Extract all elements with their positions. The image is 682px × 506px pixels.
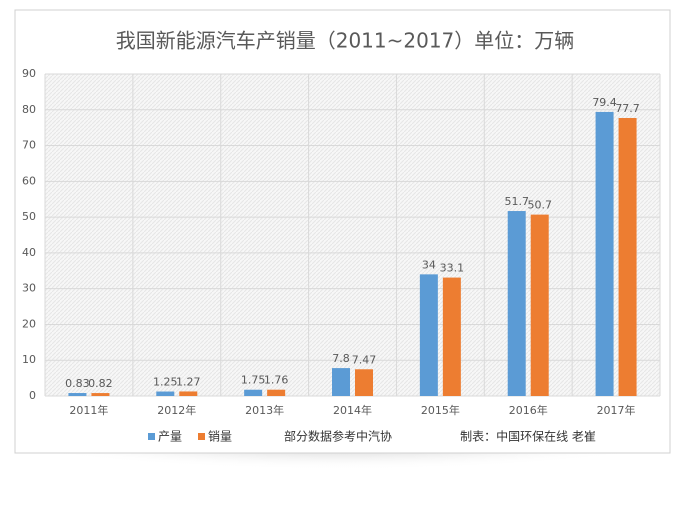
legend-label: 产量	[158, 430, 182, 444]
annotation: 制表：中国环保在线 老崔	[460, 429, 596, 444]
bar	[355, 369, 373, 396]
annotation: 部分数据参考中汽协	[284, 429, 392, 444]
data-label: 79.4	[592, 96, 617, 109]
legend: 产量 销量	[148, 430, 232, 444]
data-label: 0.82	[88, 377, 113, 390]
y-tick-label: 50	[22, 210, 36, 223]
data-label: 51.7	[504, 195, 529, 208]
bar	[507, 211, 526, 396]
data-label: 34	[422, 258, 436, 271]
data-label: 1.25	[153, 376, 178, 389]
legend-label: 销量	[208, 430, 232, 444]
y-tick-label: 10	[22, 353, 36, 366]
bar	[595, 111, 614, 397]
y-tick-label: 40	[22, 246, 36, 259]
x-tick-label: 2015年	[421, 403, 460, 417]
y-tick-label: 80	[22, 103, 36, 116]
y-tick-label: 70	[22, 139, 36, 152]
bar	[244, 389, 263, 396]
bar	[91, 393, 110, 396]
y-tick-label: 20	[22, 317, 36, 330]
data-label: 50.7	[527, 199, 552, 212]
data-label: 7.47	[352, 353, 377, 366]
legend-swatch	[198, 433, 205, 440]
data-label: 33.1	[440, 262, 465, 275]
bar	[68, 393, 87, 396]
bar	[419, 274, 438, 396]
x-tick-label: 2011年	[69, 403, 108, 417]
bar	[442, 277, 461, 396]
data-label: 77.7	[615, 102, 640, 115]
bar	[530, 214, 549, 396]
data-label: 1.75	[241, 374, 266, 387]
data-label: 0.83	[65, 377, 90, 390]
bar	[332, 368, 350, 396]
x-tick-label: 2016年	[509, 403, 548, 417]
x-tick-label: 2013年	[245, 403, 284, 417]
y-tick-label: 90	[22, 67, 36, 80]
y-tick-label: 30	[22, 282, 36, 295]
data-label: 1.76	[264, 374, 289, 387]
bar	[179, 391, 198, 396]
chart-title: 我国新能源汽车产销量（2011~2017）单位：万辆	[116, 29, 575, 53]
bar	[618, 118, 637, 397]
legend-swatch	[148, 433, 155, 440]
plot-area	[45, 74, 660, 396]
bar	[156, 391, 175, 396]
data-label: 7.8	[332, 352, 350, 365]
bar	[267, 389, 286, 396]
x-tick-label: 2012年	[157, 403, 196, 417]
data-label: 1.27	[176, 375, 201, 388]
y-tick-label: 60	[22, 174, 36, 187]
y-tick-label: 0	[29, 389, 36, 402]
x-tick-label: 2017年	[597, 403, 636, 417]
x-tick-label: 2014年	[333, 403, 372, 417]
